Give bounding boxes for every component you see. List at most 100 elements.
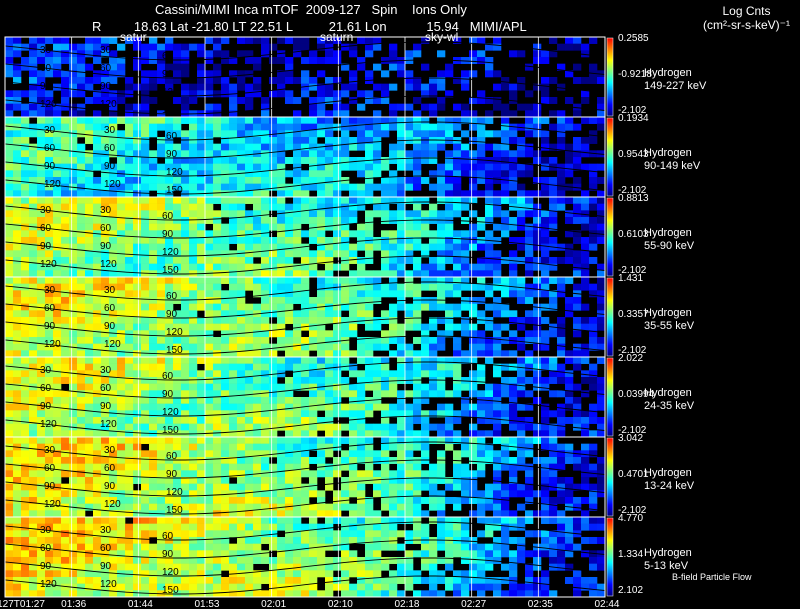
heat-cell (229, 263, 238, 271)
heat-cell (69, 277, 78, 284)
heat-cell (453, 183, 462, 191)
heat-cell (69, 470, 78, 478)
heat-cell (437, 97, 446, 104)
heat-cell (141, 303, 150, 311)
heat-cell (229, 483, 238, 491)
heat-cell (365, 117, 374, 124)
heat-cell (109, 63, 118, 71)
heat-cell (405, 437, 414, 444)
heat-cell (149, 257, 158, 264)
heat-cell (173, 330, 182, 338)
heat-cell (557, 197, 566, 204)
heat-cell (341, 303, 350, 311)
heat-cell (269, 250, 278, 258)
heat-cell (277, 190, 286, 198)
heat-cell (485, 290, 494, 298)
heat-cell (269, 217, 278, 224)
heat-cell (45, 390, 54, 398)
heat-cell (477, 223, 486, 231)
heat-cell (61, 237, 70, 244)
heat-cell (5, 57, 14, 64)
heat-cell (261, 310, 270, 318)
heat-cell (45, 343, 54, 351)
heat-cell (421, 230, 430, 238)
heat-cell (269, 383, 278, 391)
heat-cell (557, 417, 566, 424)
heat-cell (285, 310, 294, 318)
heat-cell (13, 77, 22, 84)
heat-cell (197, 303, 206, 311)
heat-cell (301, 183, 310, 191)
heat-cell (205, 330, 214, 338)
heat-cell (461, 203, 470, 211)
heat-cell (133, 123, 142, 131)
heat-cell (485, 357, 494, 364)
heat-cell (149, 70, 158, 78)
heat-cell (37, 250, 46, 258)
heat-cell (45, 103, 54, 111)
heat-cell (181, 523, 190, 531)
heat-cell (53, 350, 62, 358)
heat-cell (101, 290, 110, 298)
heat-cell (373, 43, 382, 51)
heat-cell (421, 217, 430, 224)
heat-cell (149, 83, 158, 91)
heat-cell (173, 310, 182, 318)
heat-cell (501, 277, 510, 284)
heat-cell (189, 483, 198, 491)
heat-cell (85, 310, 94, 318)
heat-cell (549, 257, 558, 264)
heat-cell (261, 383, 270, 391)
heat-cell (117, 450, 126, 458)
heat-cell (109, 457, 118, 464)
heat-cell (397, 290, 406, 298)
heat-cell (109, 357, 118, 364)
heat-cell (109, 330, 118, 338)
heat-cell (101, 557, 110, 564)
heat-cell (261, 370, 270, 378)
heat-cell (365, 503, 374, 511)
heat-cell (101, 583, 110, 591)
heat-cell (309, 357, 318, 364)
heat-cell (125, 243, 134, 251)
heat-cell (173, 517, 182, 524)
heat-cell (45, 150, 54, 158)
heat-cell (309, 330, 318, 338)
heat-cell (333, 350, 342, 358)
heat-cell (453, 383, 462, 391)
heat-cell (85, 390, 94, 398)
heat-cell (133, 43, 142, 51)
heat-cell (181, 50, 190, 58)
heat-cell (285, 410, 294, 418)
heat-cell (125, 230, 134, 238)
heat-cell (213, 443, 222, 451)
heat-cell (101, 210, 110, 218)
heat-cell (205, 350, 214, 358)
heat-cell (453, 190, 462, 198)
heat-cell (165, 483, 174, 491)
heat-cell (205, 450, 214, 458)
heat-cell (141, 117, 150, 124)
heat-cell (541, 117, 550, 124)
heat-cell (477, 463, 486, 471)
heat-cell (109, 443, 118, 451)
heat-cell (101, 457, 110, 464)
contour-label: 90 (44, 321, 56, 332)
heat-cell (445, 417, 454, 424)
heat-cell (61, 190, 70, 198)
heat-cell (373, 370, 382, 378)
heat-cell (437, 230, 446, 238)
heat-cell (85, 123, 94, 131)
heat-cell (213, 123, 222, 131)
heat-cell (253, 210, 262, 218)
heat-cell (389, 123, 398, 131)
heat-cell (309, 103, 318, 111)
heat-cell (485, 250, 494, 258)
heat-cell (189, 217, 198, 224)
heat-cell (293, 130, 302, 138)
heat-cell (45, 183, 54, 191)
contour-label: 30 (104, 445, 116, 456)
heat-cell (333, 370, 342, 378)
heat-cell (21, 183, 30, 191)
heat-cell (365, 70, 374, 78)
